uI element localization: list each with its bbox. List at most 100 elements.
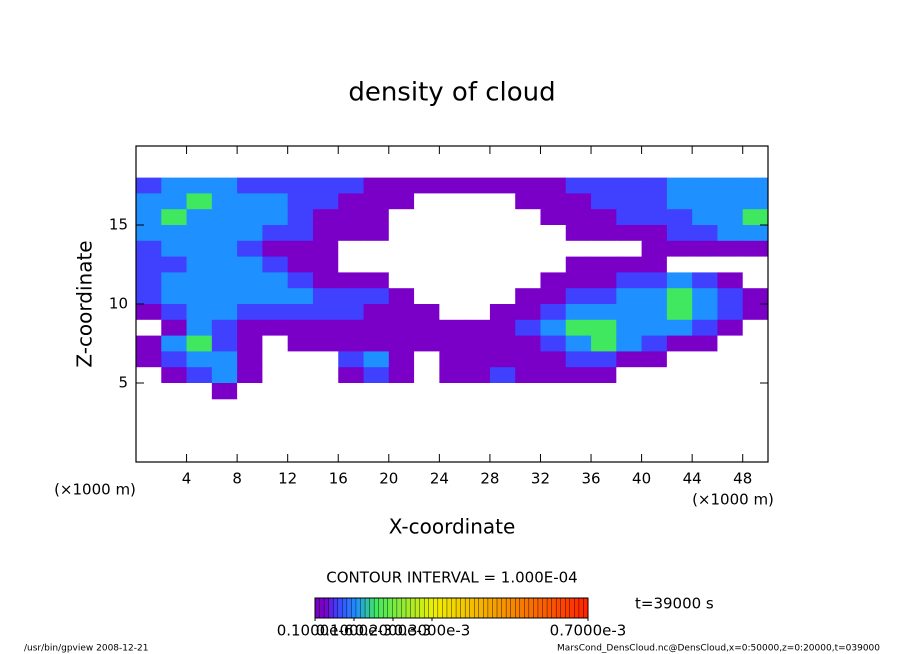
cell	[414, 288, 440, 305]
cell	[464, 319, 491, 337]
colorbar-segment	[437, 597, 443, 619]
cell	[742, 272, 769, 289]
cell	[641, 209, 668, 226]
cell	[439, 240, 466, 258]
cell	[161, 383, 188, 400]
cell	[287, 383, 314, 400]
cell	[666, 193, 693, 210]
cell	[136, 351, 162, 368]
cell	[464, 335, 491, 352]
cell	[515, 225, 541, 242]
cell	[692, 351, 718, 368]
cell	[464, 209, 491, 226]
cell	[717, 225, 744, 242]
cell	[742, 209, 769, 226]
colorbar-segment	[533, 597, 539, 619]
cell	[692, 272, 718, 289]
cell	[262, 383, 289, 400]
colorbar-segment	[323, 597, 330, 619]
cell	[489, 225, 516, 242]
cell	[287, 256, 314, 273]
cell	[414, 177, 440, 194]
cell	[565, 272, 592, 289]
cell	[616, 193, 643, 210]
cell	[161, 225, 188, 242]
cell	[338, 193, 365, 210]
cell	[388, 193, 415, 210]
cell	[287, 319, 314, 337]
cell	[717, 240, 744, 258]
colorbar-segment	[446, 597, 453, 619]
cell	[717, 304, 744, 321]
cell	[363, 193, 390, 210]
colorbar-segment	[469, 597, 475, 619]
cell	[540, 288, 567, 305]
cell	[363, 225, 390, 242]
cell	[211, 272, 238, 289]
cell	[666, 272, 693, 289]
cell	[439, 177, 466, 194]
cell	[363, 177, 390, 194]
cell	[211, 304, 238, 321]
cell	[161, 367, 188, 384]
cell	[515, 240, 541, 258]
cell	[641, 240, 668, 258]
cell	[262, 209, 289, 226]
colorbar-label: 0.3000e-3	[394, 622, 471, 640]
cell	[262, 240, 289, 258]
cell	[717, 209, 744, 226]
cell	[464, 177, 491, 194]
cell	[591, 288, 617, 305]
cell	[136, 335, 162, 352]
cell	[489, 209, 516, 226]
cell	[540, 304, 567, 321]
cell	[540, 351, 567, 368]
cell	[414, 240, 440, 258]
cell	[742, 256, 769, 273]
cell	[262, 335, 289, 352]
cell	[388, 177, 415, 194]
cell	[742, 383, 769, 400]
cell	[186, 304, 213, 321]
cell	[717, 272, 744, 289]
cell	[414, 335, 440, 352]
y-tick-label: 15	[109, 216, 128, 234]
colorbar-segment	[383, 597, 389, 619]
colorbar-segment	[524, 597, 530, 619]
cell	[515, 351, 541, 368]
cell	[211, 177, 238, 194]
cell	[287, 240, 314, 258]
cell	[439, 225, 466, 242]
cell	[186, 193, 213, 210]
cell	[262, 288, 289, 305]
cell	[161, 272, 188, 289]
colorbar-segment	[510, 597, 516, 619]
cell	[363, 335, 390, 352]
colorbar-segment	[424, 597, 430, 619]
x-unit: (×1000 m)	[692, 491, 774, 509]
cell	[312, 256, 339, 273]
colorbar-segment	[501, 597, 507, 619]
cell	[489, 177, 516, 194]
cell	[591, 240, 617, 258]
cell	[717, 319, 744, 337]
cell	[540, 367, 567, 384]
cell	[363, 367, 390, 384]
cell	[489, 335, 516, 352]
cell	[287, 272, 314, 289]
cell	[565, 193, 592, 210]
cell	[439, 193, 466, 210]
cell	[287, 177, 314, 194]
cell	[237, 288, 263, 305]
cell	[692, 209, 718, 226]
cell	[211, 193, 238, 210]
cell	[414, 367, 440, 384]
cell	[616, 209, 643, 226]
colorbar-label: 0.7000e-3	[550, 622, 627, 640]
cell	[312, 240, 339, 258]
colorbar-segment	[355, 597, 362, 619]
cell	[666, 319, 693, 337]
colorbar-segment	[392, 597, 398, 619]
cell	[287, 335, 314, 352]
cell	[161, 304, 188, 321]
